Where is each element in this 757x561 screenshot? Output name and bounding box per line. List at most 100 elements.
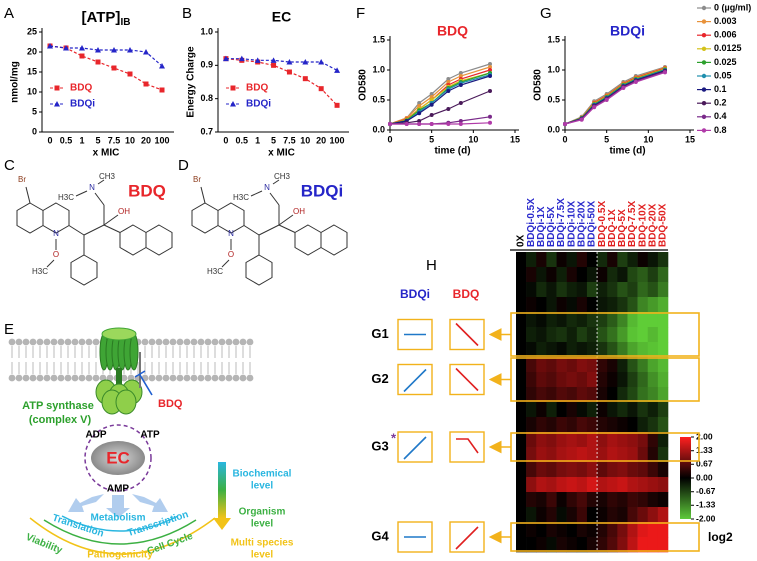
heatmap-cell xyxy=(607,477,618,493)
heatmap-cell xyxy=(556,387,567,403)
heatmap-cell xyxy=(576,462,588,478)
heatmap-cell xyxy=(556,537,567,553)
heatmap-cell xyxy=(597,432,608,448)
group-label: G2 xyxy=(371,371,388,386)
legend-label: 0 (µg/ml) xyxy=(714,2,751,12)
ring xyxy=(42,202,70,234)
atom-label: N xyxy=(228,229,234,238)
legend-marker xyxy=(701,33,707,38)
heatmap-cell xyxy=(637,477,649,493)
y-tick-label: 1.5 xyxy=(547,34,560,44)
series-line xyxy=(225,58,338,106)
heatmap-cell xyxy=(586,372,598,388)
y-axis-label: OD580 xyxy=(358,69,369,101)
heatmap-cell xyxy=(516,387,527,403)
marker xyxy=(302,76,308,82)
heatmap-cell xyxy=(586,327,598,343)
heatmap-cell xyxy=(556,492,567,508)
heatmap-cell xyxy=(546,417,557,433)
heatmap-cell xyxy=(536,297,547,313)
level-arrow xyxy=(213,518,231,530)
heatmap-cell xyxy=(546,432,557,448)
marker xyxy=(318,59,325,65)
y-axis-label: OD580 xyxy=(533,69,544,101)
marker xyxy=(579,117,584,122)
lipid-head xyxy=(239,338,247,346)
heatmap-cell xyxy=(556,402,567,418)
heatmap-cell xyxy=(607,297,618,313)
heatmap-cell xyxy=(576,267,588,283)
heatmap-cell xyxy=(627,462,638,478)
marker xyxy=(429,98,434,102)
heatmap-cell xyxy=(617,387,628,403)
colorbar-label: -2.00 xyxy=(696,513,716,523)
heatmap-cell xyxy=(526,252,537,268)
lipid-head xyxy=(92,338,100,346)
marker xyxy=(417,122,422,126)
heatmap-cell xyxy=(516,462,527,478)
heatmap-cell xyxy=(536,522,547,538)
inhibition-bar xyxy=(134,370,146,378)
heatmap-cell xyxy=(536,252,547,268)
x-tick-label: 20 xyxy=(141,135,151,145)
marker xyxy=(488,74,492,78)
heatmap-cell xyxy=(597,417,608,433)
bond xyxy=(83,224,105,236)
lipid-head xyxy=(225,338,233,346)
marker xyxy=(429,92,434,96)
heatmap-cell xyxy=(657,252,669,268)
heatmap-cell xyxy=(526,282,537,298)
heatmap-cell xyxy=(607,417,618,433)
heatmap-cell xyxy=(576,447,588,463)
marker xyxy=(334,102,340,108)
heatmap-cell xyxy=(637,507,649,523)
lipid-head xyxy=(141,338,149,346)
chart-title: BDQ xyxy=(437,23,468,39)
lipid-head xyxy=(43,374,51,382)
heatmap-cell xyxy=(647,432,659,448)
legend-label: 0.025 xyxy=(714,57,737,67)
heatmap-cell xyxy=(526,297,537,313)
c-ring xyxy=(129,333,139,371)
heatmap-cell xyxy=(566,402,578,418)
x-tick-label: 5 xyxy=(604,134,609,144)
heatmap-cell xyxy=(586,252,598,268)
heatmap-cell xyxy=(607,387,618,403)
heatmap-cell xyxy=(536,372,547,388)
heatmap-cell xyxy=(657,282,669,298)
diagram-text: ADP xyxy=(85,430,106,441)
legend-label: BDQ xyxy=(70,83,92,94)
heatmap-cell xyxy=(586,492,598,508)
heatmap-cell xyxy=(597,492,608,508)
heatmap-cell xyxy=(607,507,618,523)
y-tick-label: 0.5 xyxy=(372,94,385,104)
legend-label: 0.8 xyxy=(714,125,727,135)
trend-icon xyxy=(455,367,479,392)
bond xyxy=(278,214,294,226)
lipid-head xyxy=(148,338,156,346)
marker xyxy=(458,71,463,75)
heatmap-cell xyxy=(546,402,557,418)
level-label: Multi species xyxy=(231,538,294,549)
column-label: BDQ-7.5X xyxy=(627,201,638,247)
heatmap-cell xyxy=(566,297,578,313)
heatmap-cell xyxy=(647,297,659,313)
heatmap-cell xyxy=(627,492,638,508)
heatmap-cell xyxy=(556,267,567,283)
x-tick-label: 10 xyxy=(643,134,653,144)
heatmap-cell xyxy=(657,372,669,388)
heatmap-cell xyxy=(647,252,659,268)
heatmap-cell xyxy=(597,282,608,298)
atom-label: O xyxy=(228,250,234,259)
diagram-text: EC xyxy=(106,448,130,467)
heatmap-cell xyxy=(647,447,659,463)
x-tick-label: 0 xyxy=(47,135,52,145)
c-ring-cap xyxy=(101,327,137,341)
heatmap-cell xyxy=(556,372,567,388)
legend-label: 0.2 xyxy=(714,98,727,108)
bond xyxy=(243,225,260,236)
heatmap-cell xyxy=(617,297,628,313)
heatmap-cell xyxy=(607,372,618,388)
heatmap-cell xyxy=(617,252,628,268)
